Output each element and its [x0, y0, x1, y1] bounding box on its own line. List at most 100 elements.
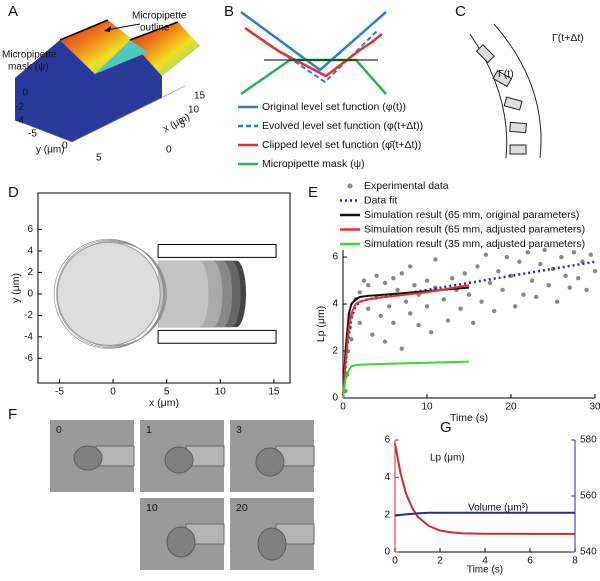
data-point: [529, 278, 535, 283]
legend-label: Clipped level set function (φ̄(t+Δt)): [262, 139, 421, 151]
data-point: [471, 320, 476, 326]
arrow-head: [104, 26, 111, 32]
y2-tick-label: 540: [580, 547, 597, 558]
data-line: [342, 286, 470, 399]
data-point: [445, 318, 451, 323]
data-point: [500, 287, 505, 293]
data-point: [399, 346, 404, 351]
data-point: [584, 287, 589, 293]
tick-label: 15: [194, 91, 206, 102]
cell: [255, 447, 285, 477]
cell: [257, 527, 287, 561]
data-point: [361, 278, 367, 283]
tick-label: 0: [22, 88, 28, 99]
evolved-curve: [247, 29, 379, 84]
data-point: [395, 287, 400, 293]
x-tick-label: 4: [482, 556, 488, 567]
tick-label: -5: [28, 129, 37, 140]
springs: [475, 44, 527, 155]
front-sketch: [469, 23, 542, 159]
legend-label: Simulation result (65 mm, adjusted param…: [364, 223, 585, 235]
data-point: [567, 285, 572, 290]
y-tick-label: 0: [332, 393, 338, 404]
outer-front: [493, 23, 542, 159]
legend-label: Original level set function (φ(t)): [262, 101, 406, 113]
tick-label: -4: [15, 116, 24, 127]
x-tick-label: 20: [505, 402, 517, 413]
x-tick-label: 10: [421, 402, 433, 413]
data-point: [391, 320, 396, 326]
axis: [71, 85, 186, 143]
surface-3d: [14, 19, 200, 143]
data-point: [408, 264, 413, 269]
original-curve: [240, 10, 387, 72]
front-label: Γ(t): [498, 68, 514, 80]
cell-outline: [53, 238, 164, 349]
legend-label: Data fit: [364, 194, 397, 206]
data-point: [479, 299, 484, 304]
axis: [14, 119, 73, 143]
data-line: [394, 511, 575, 517]
legend-label: Simulation result (65 mm, original param…: [364, 209, 579, 221]
data-point: [588, 252, 593, 257]
data-point: [382, 339, 388, 344]
panel-label: D: [8, 184, 19, 201]
data-point: [555, 299, 560, 304]
frame-label: 20: [236, 502, 248, 514]
y-tick-label: 2: [384, 509, 390, 520]
y-tick-label: 4: [332, 299, 338, 310]
data-point: [357, 290, 362, 295]
tongue-cap: [203, 260, 223, 328]
cell-shapes: [53, 238, 277, 349]
legend-swatch: [347, 183, 353, 189]
data-point: [466, 292, 472, 297]
data-point: [496, 268, 501, 274]
data-point: [366, 283, 371, 288]
data-point: [492, 308, 497, 314]
frame-label: 1: [146, 424, 152, 436]
x-tick-label: -5: [55, 387, 64, 398]
data-point: [513, 304, 518, 309]
data-point: [542, 247, 547, 253]
data-point: [374, 273, 379, 279]
y-tick-label: 2: [332, 346, 338, 357]
data-point: [517, 259, 522, 264]
outline: [59, 19, 109, 41]
data-point: [391, 275, 396, 281]
pipette-wall: [157, 244, 277, 258]
tongue-cap: [189, 260, 209, 328]
y-tick-label: 6: [332, 252, 338, 263]
spring: [475, 44, 495, 64]
data-point: [458, 306, 463, 311]
panel-label: A: [8, 3, 18, 20]
data-point: [412, 283, 417, 288]
x-tick-label: 2: [437, 556, 443, 567]
y-tick-label: 4: [384, 472, 390, 483]
axis-label: y (μm): [36, 145, 65, 156]
data-point: [483, 252, 488, 257]
y-tick-label: 0: [27, 289, 33, 300]
legend-label: Evolved level set function (φ(t+Δt)): [262, 120, 423, 132]
notch: [95, 40, 148, 74]
data-point: [462, 271, 467, 276]
y-tick-label: 0: [384, 547, 390, 558]
data-point: [592, 268, 598, 274]
spring: [509, 144, 527, 155]
spring: [492, 69, 513, 88]
tick-label: -2: [15, 102, 24, 113]
data-point: [525, 250, 530, 255]
panel-label: B: [224, 3, 234, 20]
frame-label: 0: [56, 424, 62, 436]
annotation: Micropipette: [132, 11, 187, 22]
y-axis-label: y (μm): [10, 273, 22, 303]
inner-front: [469, 33, 508, 159]
cell: [166, 526, 196, 558]
data-point: [571, 250, 577, 255]
frames: 0 1 3 10 20: [50, 420, 315, 570]
tick-label: 5: [96, 153, 102, 164]
data-point: [563, 273, 568, 279]
mask-body: [15, 40, 162, 142]
data-point: [424, 304, 430, 309]
data-point: [357, 320, 362, 326]
